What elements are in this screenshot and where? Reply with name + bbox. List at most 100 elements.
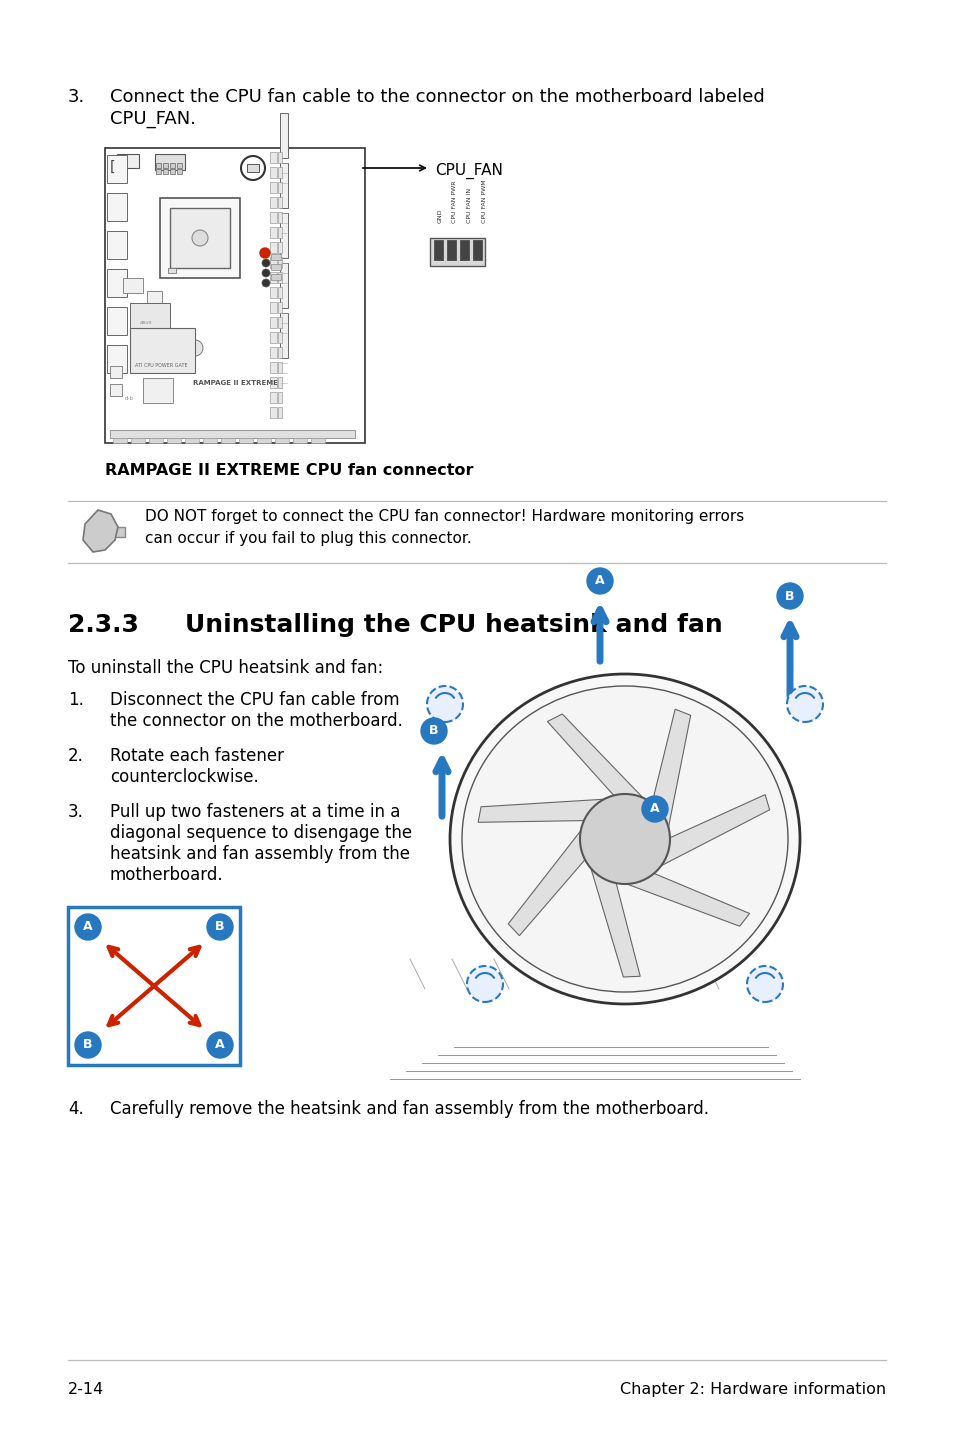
Text: B: B bbox=[429, 725, 438, 738]
Polygon shape bbox=[626, 873, 749, 926]
Text: can occur if you fail to plug this connector.: can occur if you fail to plug this conne… bbox=[145, 531, 471, 546]
Bar bbox=[270, 183, 276, 193]
Circle shape bbox=[207, 1032, 233, 1058]
Bar bbox=[270, 332, 276, 344]
Polygon shape bbox=[508, 831, 584, 936]
Bar bbox=[270, 407, 276, 418]
Polygon shape bbox=[660, 795, 769, 866]
Circle shape bbox=[207, 915, 233, 940]
Circle shape bbox=[241, 155, 265, 180]
Bar bbox=[280, 263, 288, 308]
Text: A: A bbox=[650, 802, 659, 815]
Bar bbox=[271, 255, 281, 260]
Polygon shape bbox=[83, 510, 118, 552]
Text: B: B bbox=[784, 590, 794, 603]
Circle shape bbox=[420, 718, 447, 743]
Bar bbox=[277, 272, 282, 283]
Ellipse shape bbox=[461, 686, 787, 992]
Text: Chapter 2: Hardware information: Chapter 2: Hardware information bbox=[619, 1382, 885, 1396]
Bar bbox=[430, 239, 484, 266]
Text: CPU FAN IN: CPU FAN IN bbox=[467, 188, 472, 223]
Circle shape bbox=[75, 1032, 101, 1058]
Bar bbox=[110, 384, 122, 395]
Text: 2.3.3: 2.3.3 bbox=[68, 613, 139, 637]
Bar bbox=[270, 362, 276, 372]
Bar bbox=[280, 162, 288, 209]
Bar bbox=[130, 303, 170, 334]
Circle shape bbox=[586, 568, 613, 594]
Bar bbox=[107, 269, 127, 298]
Text: CPU FAN PWR: CPU FAN PWR bbox=[452, 181, 457, 223]
Text: CPU_FAN.: CPU_FAN. bbox=[110, 109, 195, 128]
Bar bbox=[185, 439, 199, 443]
Bar bbox=[277, 332, 282, 344]
Bar bbox=[447, 240, 456, 260]
Bar bbox=[270, 152, 276, 162]
Bar bbox=[271, 265, 281, 270]
Text: To uninstall the CPU heatsink and fan:: To uninstall the CPU heatsink and fan: bbox=[68, 659, 383, 677]
Bar bbox=[177, 170, 182, 174]
Bar bbox=[117, 154, 139, 168]
Bar bbox=[177, 162, 182, 168]
Bar bbox=[107, 193, 127, 221]
Text: 3.: 3. bbox=[68, 802, 84, 821]
Text: Disconnect the CPU fan cable from: Disconnect the CPU fan cable from bbox=[110, 692, 399, 709]
Text: DO NOT forget to connect the CPU fan connector! Hardware monitoring errors: DO NOT forget to connect the CPU fan con… bbox=[145, 509, 743, 523]
Bar bbox=[154, 154, 185, 170]
Bar bbox=[110, 367, 122, 378]
Bar bbox=[147, 290, 162, 303]
Text: A: A bbox=[595, 575, 604, 588]
Bar bbox=[110, 430, 355, 439]
Bar bbox=[239, 439, 253, 443]
Text: 2.: 2. bbox=[68, 746, 84, 765]
Bar bbox=[270, 227, 276, 239]
Text: d-b: d-b bbox=[125, 395, 133, 401]
Bar bbox=[270, 272, 276, 283]
Circle shape bbox=[262, 269, 270, 278]
Bar bbox=[270, 167, 276, 178]
Ellipse shape bbox=[579, 794, 669, 884]
Circle shape bbox=[262, 279, 270, 288]
Bar bbox=[107, 155, 127, 183]
Bar bbox=[280, 114, 288, 158]
Text: B: B bbox=[83, 1038, 92, 1051]
Bar bbox=[277, 227, 282, 239]
Polygon shape bbox=[477, 800, 603, 823]
Bar bbox=[107, 232, 127, 259]
Bar bbox=[280, 213, 288, 257]
Circle shape bbox=[260, 247, 270, 257]
Text: B: B bbox=[215, 920, 225, 933]
Bar bbox=[221, 439, 234, 443]
Bar bbox=[112, 439, 127, 443]
Text: [: [ bbox=[110, 160, 115, 174]
Bar bbox=[156, 162, 161, 168]
Text: 2-14: 2-14 bbox=[68, 1382, 104, 1396]
Text: CPU FAN PWM: CPU FAN PWM bbox=[482, 180, 487, 223]
Text: A: A bbox=[215, 1038, 225, 1051]
Polygon shape bbox=[111, 526, 125, 536]
Text: 3.: 3. bbox=[68, 88, 85, 106]
Text: RAMPAGE II EXTREME CPU fan connector: RAMPAGE II EXTREME CPU fan connector bbox=[105, 463, 473, 477]
Text: counterclockwise.: counterclockwise. bbox=[110, 768, 258, 787]
Bar bbox=[256, 439, 271, 443]
Bar bbox=[270, 197, 276, 209]
Bar bbox=[107, 306, 127, 335]
Bar bbox=[270, 288, 276, 298]
Text: Connect the CPU fan cable to the connector on the motherboard labeled: Connect the CPU fan cable to the connect… bbox=[110, 88, 764, 106]
Bar bbox=[270, 211, 276, 223]
Polygon shape bbox=[590, 869, 639, 976]
Ellipse shape bbox=[450, 674, 800, 1004]
Polygon shape bbox=[652, 709, 690, 827]
Bar bbox=[163, 170, 168, 174]
Bar bbox=[277, 302, 282, 313]
Text: ATI CPU POWER GATE: ATI CPU POWER GATE bbox=[135, 362, 188, 368]
Bar bbox=[170, 209, 230, 267]
Bar bbox=[280, 313, 288, 358]
Bar bbox=[270, 242, 276, 253]
Bar bbox=[459, 240, 469, 260]
Bar bbox=[156, 170, 161, 174]
Bar bbox=[270, 377, 276, 388]
Text: CPU_FAN: CPU_FAN bbox=[435, 162, 502, 180]
Circle shape bbox=[467, 966, 502, 1002]
Text: motherboard.: motherboard. bbox=[110, 866, 223, 884]
